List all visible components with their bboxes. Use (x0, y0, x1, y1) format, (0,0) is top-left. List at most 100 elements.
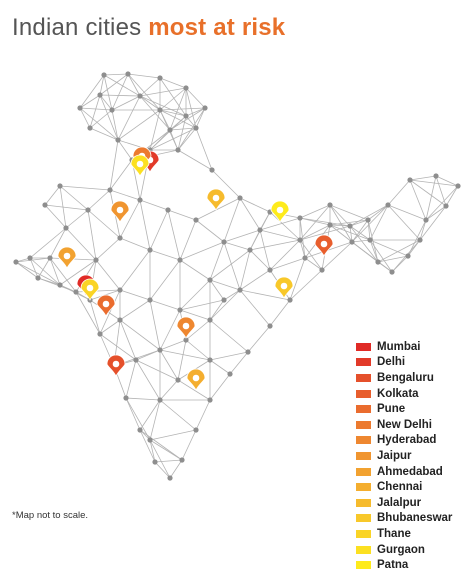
network-node (207, 317, 213, 323)
legend: Mumbai Delhi Bengaluru Kolkata Pune New Delhi… (356, 339, 452, 573)
network-edge (44, 204, 67, 229)
legend-label: Jalalpur (377, 496, 422, 509)
network-edge (239, 197, 261, 231)
network-node (221, 297, 227, 303)
network-node (137, 427, 143, 433)
city-pin-icon (176, 316, 196, 339)
city-pins (57, 146, 334, 391)
network-edge (29, 257, 61, 286)
network-edge (95, 259, 121, 291)
network-edge (49, 257, 77, 293)
network-edge (149, 439, 156, 463)
network-edge (289, 257, 306, 301)
network-edge (79, 107, 119, 141)
network-edge (99, 94, 119, 141)
network-edge (37, 277, 61, 286)
network-edge (111, 109, 119, 141)
network-edge (159, 379, 179, 401)
network-node (57, 183, 63, 189)
network-node (207, 277, 213, 283)
network-edge (149, 299, 181, 311)
network-edge (249, 239, 301, 251)
city-pin-icon (57, 246, 77, 269)
legend-swatch (356, 514, 371, 523)
network-edge (15, 261, 61, 286)
network-node (245, 349, 251, 355)
network-node (257, 227, 263, 233)
network-edge (435, 175, 459, 187)
network-edge (99, 333, 137, 361)
network-edge (79, 74, 105, 109)
network-edge (223, 289, 241, 301)
city-pin-icon (106, 354, 126, 377)
network-edge (239, 249, 251, 291)
network-edge (87, 189, 111, 211)
network-edge (109, 189, 141, 201)
network-edge (89, 299, 101, 335)
network-edge (119, 237, 151, 251)
network-edge (304, 257, 323, 271)
network-edge (259, 211, 271, 231)
legend-label: Thane (377, 527, 411, 540)
network-edge (349, 204, 389, 227)
network-edge (195, 399, 211, 431)
legend-item: Jalalpur (356, 495, 452, 511)
network-edge (127, 73, 141, 97)
network-node (347, 223, 353, 229)
network-edge (179, 259, 211, 281)
network-edge (99, 289, 121, 335)
network-edge (99, 73, 129, 96)
network-node (109, 107, 115, 113)
network-edge (117, 139, 133, 161)
network-node (247, 247, 253, 253)
network-edge (159, 109, 197, 129)
city-pin-icon (186, 368, 206, 391)
network-edge (177, 339, 187, 381)
network-edge (209, 249, 251, 281)
legend-label: Gurgaon (377, 543, 425, 556)
network-edge (29, 257, 39, 279)
network-edge (149, 299, 161, 351)
network-edge (149, 249, 181, 261)
network-edge (99, 94, 113, 111)
network-edge (111, 95, 141, 111)
network-edge (15, 261, 39, 279)
network-node (327, 222, 333, 228)
network-node (193, 217, 199, 223)
network-node (433, 173, 439, 179)
network-edge (179, 219, 197, 261)
network-node (167, 127, 173, 133)
network-node (35, 275, 41, 281)
network-edge (185, 339, 211, 361)
network-edge (119, 299, 151, 321)
network-node (302, 255, 308, 261)
legend-swatch (356, 529, 371, 538)
network-edge (177, 149, 213, 171)
network-node (209, 167, 215, 173)
network-node (63, 225, 69, 231)
legend-label: Kolkata (377, 387, 419, 400)
network-edge (49, 257, 61, 286)
city-pin-icon (274, 276, 294, 299)
city-pin-icon (80, 278, 100, 301)
city-pin-icon (270, 200, 290, 223)
network-node (107, 187, 113, 193)
city-pin-icon (314, 234, 334, 257)
legend-swatch (356, 467, 371, 476)
title-part-2: most at risk (148, 14, 286, 41)
network-edge (239, 269, 271, 291)
network-edge (249, 229, 261, 251)
network-edge (185, 107, 206, 117)
network-node (57, 282, 63, 288)
network-edge (229, 351, 249, 375)
legend-swatch (356, 483, 371, 492)
network-node (147, 247, 153, 253)
network-edge (329, 219, 369, 226)
legend-swatch (356, 498, 371, 507)
network-node (237, 287, 243, 293)
network-edge (44, 204, 89, 211)
network-edge (209, 279, 225, 301)
network-node (193, 427, 199, 433)
network-edge (139, 95, 187, 117)
network-edge (409, 179, 427, 221)
